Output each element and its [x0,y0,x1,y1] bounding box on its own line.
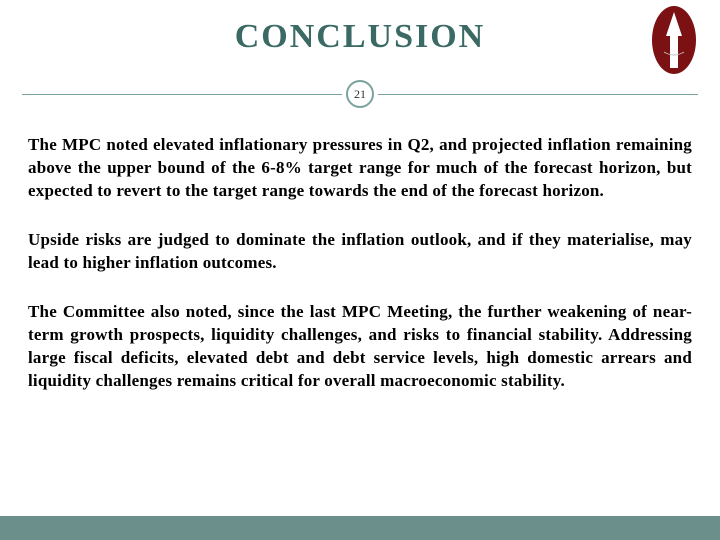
paragraph-3: The Committee also noted, since the last… [28,301,692,393]
paragraph-1: The MPC noted elevated inflationary pres… [28,134,692,203]
brand-logo [646,4,702,76]
title-divider: 21 [0,74,720,114]
slide-container: CONCLUSION 21 The MPC noted elevated inf… [0,0,720,540]
page-number: 21 [346,80,374,108]
paragraph-2: Upside risks are judged to dominate the … [28,229,692,275]
page-number-badge: 21 [342,76,378,112]
slide-title: CONCLUSION [0,0,720,56]
footer-bar [0,516,720,540]
body-content: The MPC noted elevated inflationary pres… [0,114,720,392]
